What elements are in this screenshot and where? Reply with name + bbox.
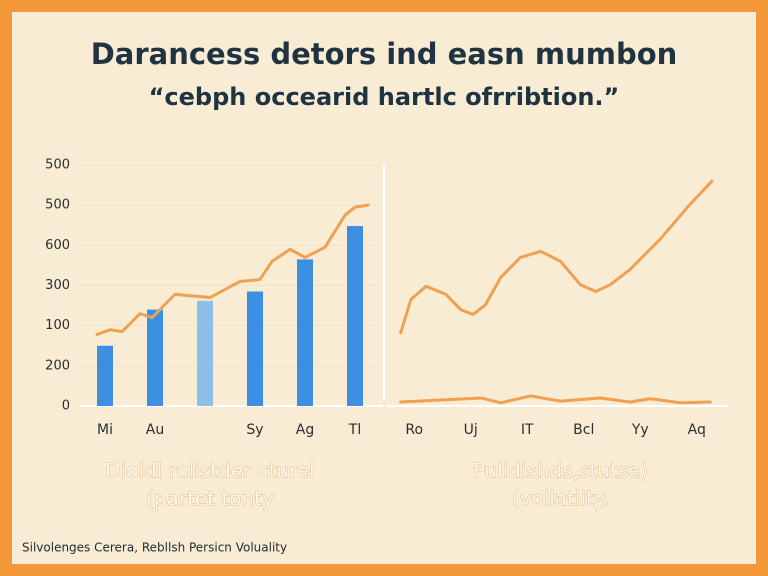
series-line	[399, 179, 714, 335]
y-tick-label: 500	[45, 198, 70, 213]
subtitle: “cebph occearid hartlc ofrribtion.”	[149, 83, 620, 111]
x-tick-label: Tl	[348, 422, 361, 438]
y-tick-label: 300	[45, 278, 70, 293]
caption: Pulldishds,stutse)	[473, 459, 649, 483]
series-line	[399, 394, 712, 405]
x-tick-label: Sy	[246, 422, 263, 438]
x-tick-label: Yy	[631, 422, 649, 438]
caption: Dioldl rolistder cturel	[105, 459, 315, 483]
bar	[97, 345, 113, 406]
y-tick-label: 600	[45, 238, 70, 253]
y-tick-label: 0	[62, 399, 70, 414]
x-tick-label: IT	[521, 422, 534, 438]
x-tick-label: Uj	[464, 422, 478, 438]
trend-line	[95, 203, 370, 337]
y-tick-label: 100	[45, 318, 70, 333]
x-tick-label: Bcl	[573, 422, 594, 438]
x-tick-label: Aq	[688, 422, 706, 438]
bar	[347, 226, 363, 406]
x-tick-label: Ag	[296, 422, 314, 438]
caption: (partet tonty	[146, 487, 274, 511]
bar	[297, 259, 313, 406]
caption: (vollatlity.	[512, 487, 609, 511]
bar	[197, 300, 213, 406]
bar	[247, 291, 263, 406]
y-tick-label: 500	[45, 158, 70, 173]
y-tick-label: 200	[45, 358, 70, 373]
bar	[147, 309, 163, 406]
footer: Silvolenges Cerera, Rebllsh Persicn Volu…	[22, 541, 287, 555]
x-tick-label: Ro	[405, 422, 423, 438]
title: Darancess detors ind easn mumbon	[91, 37, 678, 71]
x-tick-label: Au	[146, 422, 164, 438]
x-tick-label: Mi	[97, 422, 113, 438]
